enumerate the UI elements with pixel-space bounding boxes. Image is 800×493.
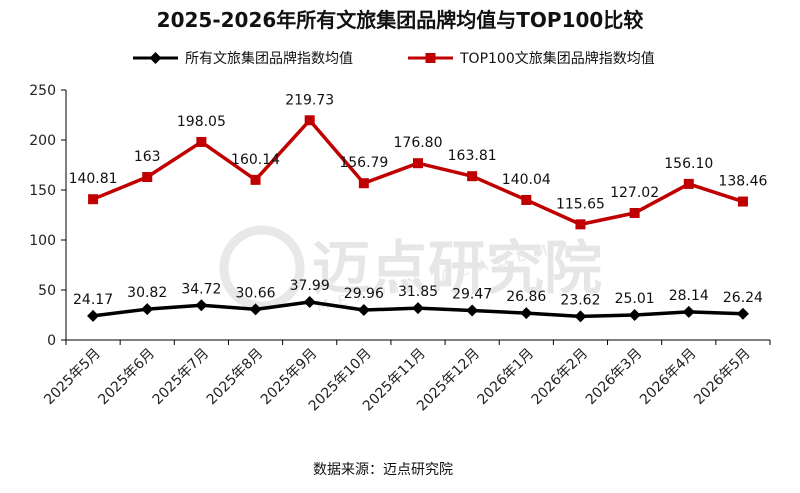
y-tick-label: 50: [38, 283, 56, 299]
series-1-point: [736, 307, 749, 320]
series-1-data-label: 29.47: [452, 287, 492, 303]
chart-title: 2025-2026年所有文旅集团品牌均值与TOP100比较: [157, 8, 644, 32]
series-2-data-label: 198.05: [177, 114, 226, 130]
series-2-point: [683, 178, 694, 189]
x-ticks: 2025年5月2025年6月2025年7月2025年8月2025年9月2025年…: [41, 340, 771, 414]
series-2-data-label: 140.04: [502, 172, 551, 188]
watermark-text: 迈点研究院: [312, 234, 602, 302]
series-2-data-label: 115.65: [556, 196, 605, 212]
series-2-point: [196, 136, 207, 147]
series-2-data-label: 156.79: [339, 155, 388, 171]
x-tick-label: 2026年3月: [583, 346, 646, 409]
series-2-data-label: 160.14: [231, 152, 280, 168]
series-1-point: [87, 309, 100, 322]
series-layer: [87, 115, 749, 323]
series-1-point: [574, 310, 587, 323]
series-2-point: [413, 158, 423, 169]
legend: 所有文旅集团品牌指数均值 TOP100文旅集团品牌指数均值: [133, 50, 655, 67]
x-tick-label: 2026年4月: [637, 346, 700, 409]
series-1-point: [466, 304, 479, 317]
series-2-data-label: 127.02: [610, 185, 659, 201]
series-2-data-label: 163.81: [448, 148, 497, 164]
series-2-point: [521, 194, 532, 205]
series-2-point: [88, 194, 99, 205]
series-1-point: [303, 296, 316, 309]
series-2-point: [250, 174, 261, 185]
series-2-data-label: 219.73: [285, 92, 334, 108]
series-1-data-label: 30.66: [235, 285, 275, 301]
x-tick-label: 2025年5月: [41, 346, 104, 409]
legend-label-series-2: TOP100文旅集团品牌指数均值: [459, 50, 655, 67]
series-1-point: [412, 302, 424, 315]
legend-marker-series-1-icon: [149, 52, 162, 64]
x-tick-label: 2025年8月: [204, 346, 267, 409]
watermark-logo-icon: [219, 225, 305, 311]
series-1-data-label: 24.17: [73, 292, 113, 308]
series-2-data-label: 140.81: [69, 171, 118, 187]
series-1-point: [141, 303, 154, 316]
series-1-data-label: 26.86: [506, 289, 546, 305]
series-1-data-label: 30.82: [127, 285, 167, 301]
x-tick-label: 2026年2月: [529, 346, 592, 409]
series-1-point: [520, 307, 533, 320]
series-1-point: [249, 303, 262, 316]
y-ticks: 0 50 100 150 200 250: [29, 83, 66, 349]
x-tick-label: 2026年5月: [691, 346, 754, 409]
series-1-data-label: 25.01: [615, 291, 655, 307]
series-1-point: [628, 308, 641, 321]
series-2-data-label: 176.80: [394, 135, 443, 151]
series-1-point: [195, 299, 208, 312]
series-1-data-label: 37.99: [290, 278, 330, 294]
legend-label-series-1: 所有文旅集团品牌指数均值: [185, 50, 353, 67]
data-labels: 24.17 30.82 34.72 30.66 37.99 29.96 31.85 29.47…: [69, 92, 768, 308]
series-2-data-label: 138.46: [718, 174, 767, 190]
y-tick-label: 250: [29, 83, 56, 99]
series-2-point: [737, 196, 748, 207]
series-1-data-label: 29.96: [344, 286, 384, 302]
x-tick-label: 2025年7月: [150, 346, 213, 409]
y-tick-label: 200: [29, 133, 56, 149]
series-2-point: [467, 171, 478, 182]
series-1-point: [357, 304, 370, 317]
series-1-data-label: 26.24: [723, 290, 763, 306]
series-2-point: [304, 115, 315, 126]
x-tick-label: 2026年1月: [475, 346, 538, 409]
y-tick-label: 150: [29, 183, 56, 199]
series-2-point: [575, 219, 586, 230]
series-2-data-label: 163: [134, 149, 161, 165]
series-2-data-label: 156.10: [664, 156, 713, 172]
series-2-point: [142, 172, 153, 182]
y-tick-label: 0: [47, 333, 56, 349]
series-1-data-label: 28.14: [669, 288, 709, 304]
legend-marker-series-2-icon: [425, 53, 436, 63]
series-1-point: [682, 305, 695, 318]
x-tick-label: 2025年6月: [95, 346, 158, 409]
series-1-data-label: 34.72: [181, 281, 221, 297]
y-tick-label: 100: [29, 233, 56, 249]
series-1-data-label: 31.85: [398, 284, 438, 300]
series-1-data-label: 23.62: [560, 292, 600, 308]
series-2-point: [358, 178, 369, 189]
source-note: 数据来源：迈点研究院: [313, 462, 453, 478]
series-2-point: [629, 207, 640, 218]
